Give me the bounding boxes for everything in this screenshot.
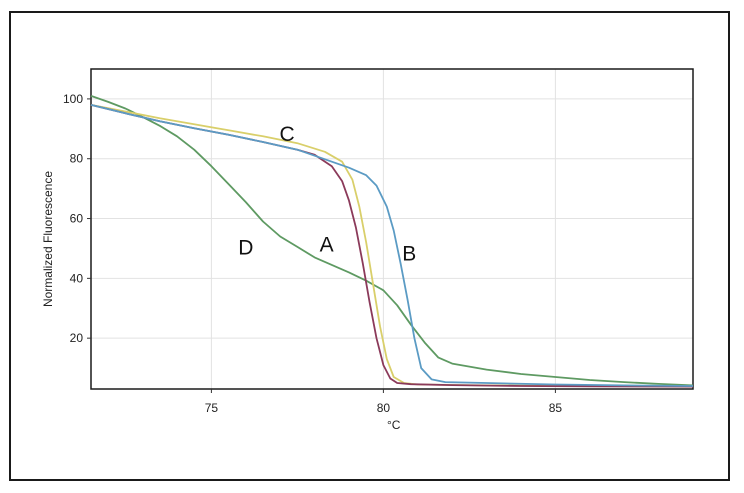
series-group — [90, 95, 694, 388]
y-tick-label: 40 — [70, 271, 84, 285]
series-line-d — [90, 95, 694, 387]
curve-label-d: D — [238, 236, 253, 259]
grid — [91, 69, 693, 389]
plot-area — [90, 68, 694, 390]
y-tick-label: 20 — [70, 331, 84, 345]
x-tick-label: 80 — [377, 401, 391, 415]
series-line-a — [90, 104, 694, 388]
curve-label-a: A — [320, 233, 334, 256]
y-tick-label: 60 — [70, 212, 84, 226]
x-tick-label: 85 — [549, 401, 563, 415]
y-tick-label: 100 — [63, 92, 83, 106]
x-tick-label: 75 — [205, 401, 219, 415]
series-line-b — [90, 104, 694, 387]
y-axis-label: Normalized Fluorescence — [41, 171, 55, 307]
curve-label-c: C — [279, 123, 294, 146]
curve-annotations: A B C D — [238, 123, 416, 266]
series-line-c — [90, 104, 694, 388]
tick-labels: 20 40 60 80 100 75 80 85 — [63, 92, 562, 415]
chart-frame — [9, 11, 730, 481]
curve-label-b: B — [402, 242, 416, 265]
y-tick-label: 80 — [70, 152, 84, 166]
x-axis-label: °C — [387, 418, 401, 432]
